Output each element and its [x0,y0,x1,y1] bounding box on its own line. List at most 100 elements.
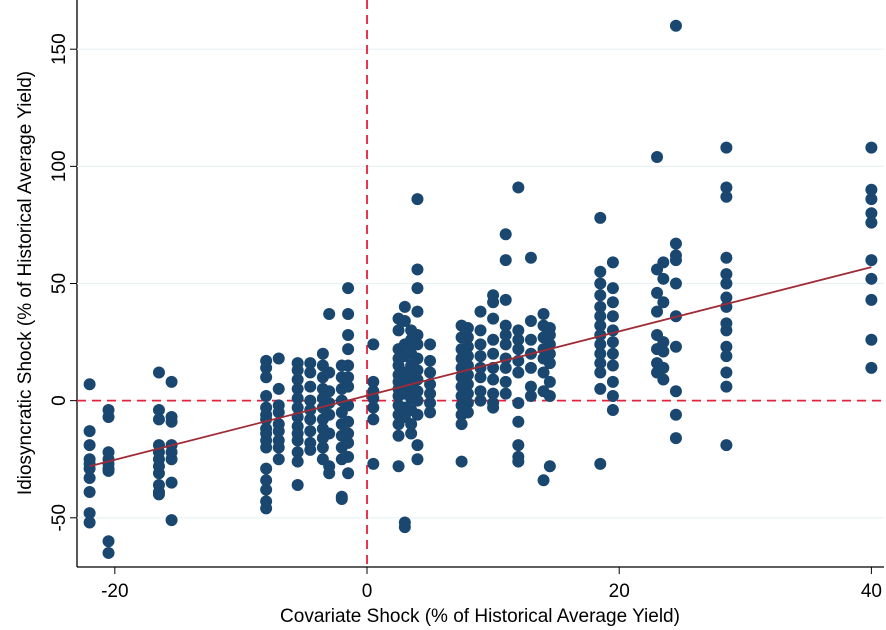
point [461,322,474,335]
point [165,453,178,466]
point [543,347,556,360]
point [606,310,619,323]
point [260,361,273,374]
point [669,237,682,250]
point [411,263,424,276]
point [543,375,556,388]
point [720,350,733,363]
point [342,307,355,320]
point [487,387,500,400]
point [487,401,500,414]
point [304,366,317,379]
point [424,387,437,400]
point [411,408,424,421]
point [461,331,474,344]
point [499,375,512,388]
point [411,439,424,452]
point [260,389,273,402]
point [499,338,512,351]
point [499,387,512,400]
point [411,193,424,206]
point [102,535,115,548]
point [367,338,380,351]
point [342,282,355,295]
point [512,415,525,428]
point [720,366,733,379]
point [657,296,670,309]
point [342,371,355,384]
point [165,375,178,388]
point [594,382,607,395]
point [720,324,733,337]
point [720,181,733,194]
point [474,385,487,398]
point [487,373,500,386]
point [323,366,336,379]
point [474,324,487,337]
point [512,366,525,379]
point [651,150,664,163]
point [594,357,607,370]
point [323,307,336,320]
point [83,471,96,484]
point [461,378,474,391]
point [424,366,437,379]
point [83,439,96,452]
point [669,385,682,398]
point [165,476,178,489]
point [651,305,664,318]
point [594,329,607,342]
point [342,359,355,372]
point [594,300,607,313]
point [291,434,304,447]
point [323,408,336,421]
point [335,493,348,506]
point [304,380,317,393]
point [594,211,607,224]
point [272,382,285,395]
point [316,441,329,454]
point [424,354,437,367]
point [606,359,619,372]
point [865,183,878,196]
point [512,324,525,337]
point [102,546,115,559]
point [720,277,733,290]
point [367,457,380,470]
point [657,361,670,374]
point [291,401,304,414]
point [102,464,115,477]
point [720,380,733,393]
point [865,333,878,346]
point [487,312,500,325]
point [499,254,512,267]
point [720,439,733,452]
point [260,502,273,515]
point [669,19,682,32]
point [316,347,329,360]
point [342,450,355,463]
point [342,415,355,428]
point [260,371,273,384]
x-axis-label: Covariate Shock (% of Historical Average… [280,606,680,627]
point [424,338,437,351]
point [606,282,619,295]
point [411,282,424,295]
point [83,486,96,499]
point [291,455,304,468]
point [865,361,878,374]
point [865,141,878,154]
point [499,228,512,241]
point [411,305,424,318]
point [455,418,468,431]
point [606,256,619,269]
point [865,216,878,229]
point [606,389,619,402]
point [291,478,304,491]
point [392,324,405,337]
point [411,338,424,351]
point [537,366,550,379]
point [606,296,619,309]
point [272,453,285,466]
